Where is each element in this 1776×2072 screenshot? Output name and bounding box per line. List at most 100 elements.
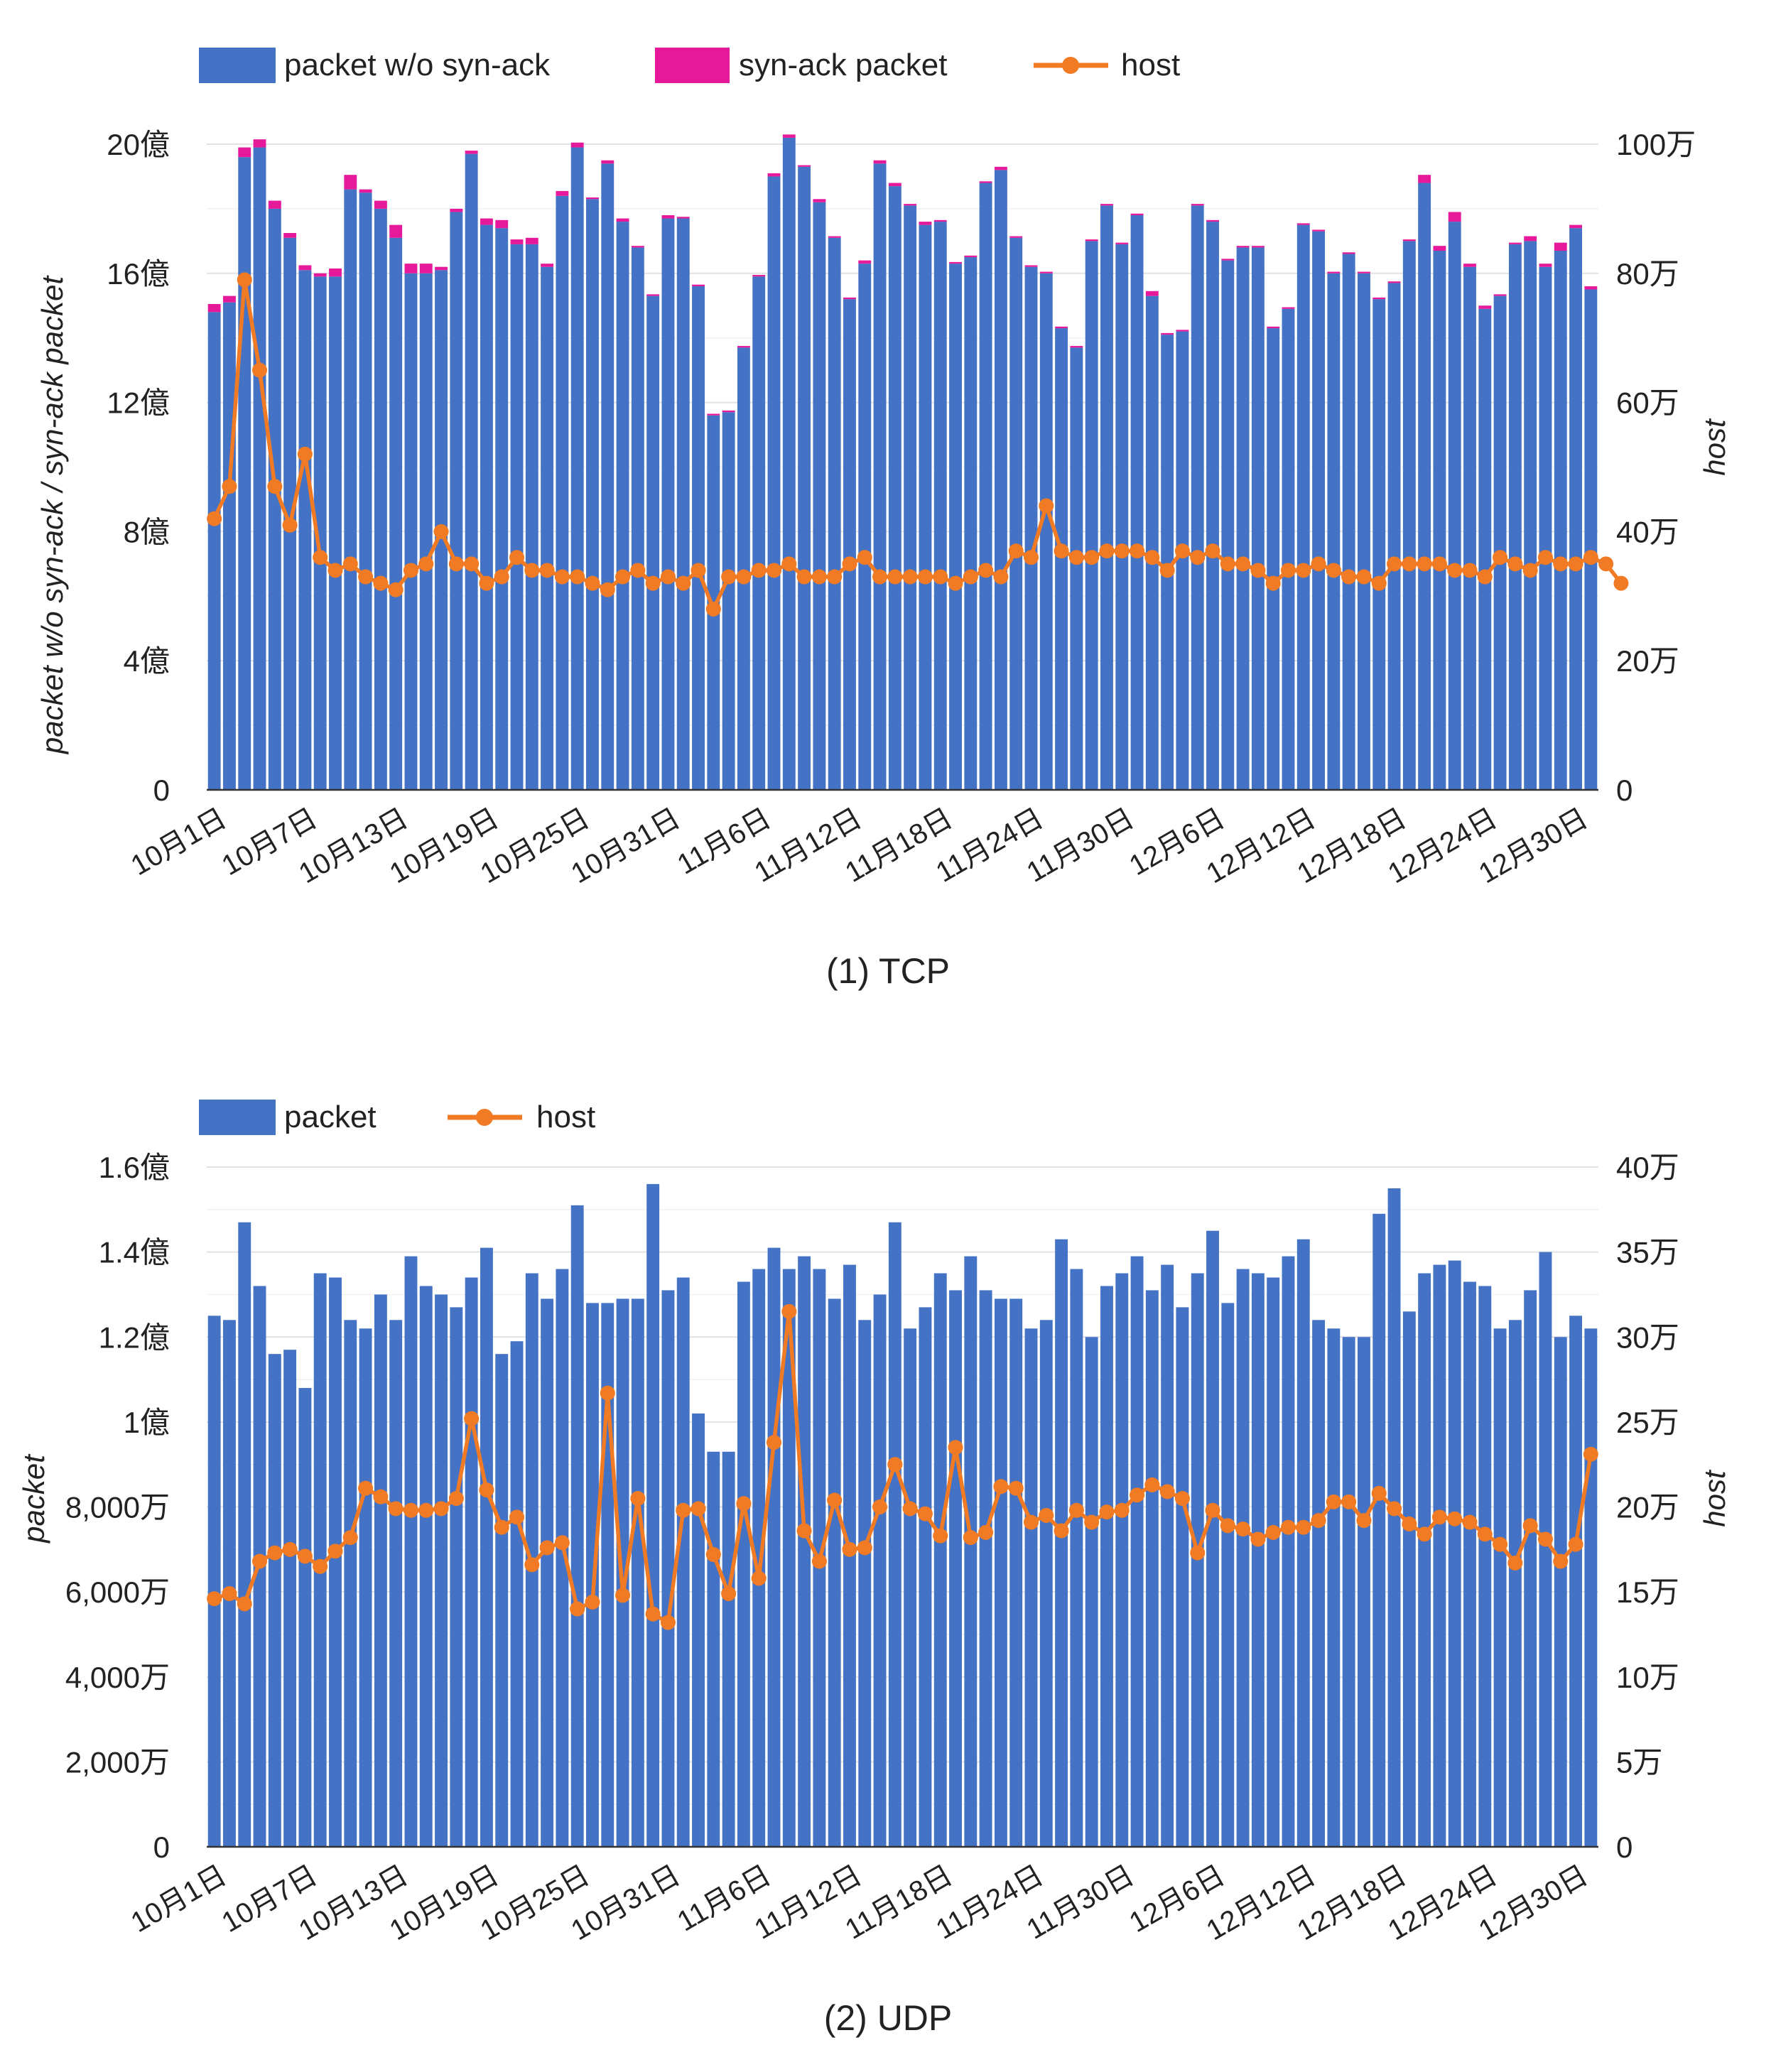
udp-bar bbox=[1009, 1298, 1023, 1847]
udp-bar bbox=[722, 1451, 735, 1847]
tcp-synack-bar bbox=[767, 173, 781, 177]
tcp-left-tick-label: 0 bbox=[153, 774, 170, 807]
tcp-bar bbox=[510, 244, 524, 790]
udp-bar bbox=[646, 1183, 660, 1847]
tcp-synack-bar bbox=[1493, 294, 1507, 296]
legend-label-synack-packet: syn-ack packet bbox=[739, 48, 947, 82]
tcp-host-point bbox=[1553, 556, 1569, 572]
tcp-synack-bar bbox=[1524, 236, 1537, 242]
tcp-synack-bar bbox=[1387, 281, 1401, 283]
udp-host-point bbox=[373, 1489, 389, 1504]
tcp-bar bbox=[344, 189, 357, 790]
tcp-synack-bar bbox=[737, 346, 750, 348]
tcp-bar bbox=[1358, 273, 1370, 790]
tcp-host-line bbox=[207, 272, 1629, 617]
tcp-synack-bar bbox=[1327, 271, 1341, 273]
udp-host-point bbox=[1144, 1477, 1160, 1492]
udp-host-point bbox=[1296, 1519, 1311, 1535]
tcp-synack-bar bbox=[1433, 246, 1446, 251]
tcp-host-point bbox=[1084, 550, 1100, 565]
udp-bar bbox=[1176, 1307, 1189, 1847]
udp-bar bbox=[1342, 1337, 1355, 1847]
tcp-bar bbox=[1372, 299, 1386, 790]
tcp-synack-bar bbox=[1282, 307, 1295, 309]
tcp-bar bbox=[1418, 183, 1431, 790]
legend-swatch-synack-packet bbox=[655, 48, 730, 83]
tcp-synack-bar bbox=[541, 264, 554, 267]
udp-left-tick-label: 2,000万 bbox=[65, 1745, 170, 1779]
tcp-host-point bbox=[1356, 569, 1372, 585]
tcp-host-polyline bbox=[212, 278, 1623, 612]
tcp-host-point bbox=[660, 569, 676, 585]
tcp-right-tick-label: 100万 bbox=[1616, 128, 1696, 161]
tcp-host-point bbox=[857, 550, 872, 565]
tcp-host-point bbox=[207, 511, 222, 526]
tcp-synack-bar bbox=[692, 284, 705, 286]
udp-host-point bbox=[585, 1594, 600, 1610]
tcp-host-point bbox=[676, 575, 691, 591]
tcp-synack-bar bbox=[495, 219, 509, 229]
tcp-synack-bar bbox=[1358, 271, 1370, 273]
udp-host-point bbox=[857, 1540, 872, 1556]
tcp-host-point bbox=[630, 563, 646, 578]
tcp-bar bbox=[1524, 241, 1537, 791]
tcp-bar bbox=[1493, 295, 1507, 790]
udp-bar bbox=[964, 1256, 978, 1847]
tcp-synack-bar bbox=[1372, 297, 1386, 300]
tcp-bar bbox=[374, 208, 387, 790]
udp-bar bbox=[465, 1277, 478, 1847]
tcp-bar bbox=[404, 273, 418, 790]
tcp-bar bbox=[1387, 283, 1401, 790]
tcp-synack-bar bbox=[510, 239, 524, 244]
udp-bar bbox=[1402, 1311, 1416, 1847]
tcp-host-point bbox=[978, 563, 994, 578]
udp-host-point bbox=[676, 1502, 691, 1518]
udp-bar bbox=[692, 1413, 705, 1847]
tcp-synack-bar bbox=[828, 236, 841, 238]
tcp-bar bbox=[1145, 295, 1159, 790]
udp-host-point bbox=[403, 1502, 418, 1518]
udp-host-point bbox=[1431, 1509, 1447, 1525]
tcp-synack-bar bbox=[570, 142, 584, 148]
udp-host-point bbox=[388, 1501, 404, 1517]
udp-host-point bbox=[1205, 1502, 1220, 1518]
tcp-host-point bbox=[736, 569, 752, 585]
udp-bar bbox=[1055, 1239, 1068, 1847]
tcp-bar bbox=[222, 302, 236, 791]
udp-right-tick-label: 40万 bbox=[1616, 1151, 1679, 1184]
tcp-synack-bar bbox=[1584, 286, 1598, 290]
tcp-host-point bbox=[388, 582, 404, 597]
udp-host-point bbox=[1522, 1518, 1538, 1534]
udp-right-tick-label: 15万 bbox=[1616, 1575, 1679, 1609]
udp-left-tick-label: 6,000万 bbox=[65, 1575, 170, 1609]
tcp-bar bbox=[541, 266, 554, 791]
udp-right-tick-label: 35万 bbox=[1616, 1236, 1679, 1269]
tcp-right-tick-label: 80万 bbox=[1616, 257, 1679, 291]
tcp-bar bbox=[1433, 250, 1446, 790]
tcp-host-point bbox=[1008, 543, 1024, 559]
tcp-bar bbox=[1191, 205, 1204, 791]
udp-bar bbox=[541, 1298, 554, 1847]
tcp-left-tick-label: 8億 bbox=[124, 515, 170, 548]
tcp-bar bbox=[676, 218, 690, 790]
udp-bar bbox=[238, 1222, 251, 1847]
tcp-right-tick-label: 20万 bbox=[1616, 644, 1679, 678]
tcp-host-point bbox=[948, 575, 963, 591]
tcp-host-point bbox=[721, 569, 737, 585]
legend-label-packet: packet bbox=[284, 1100, 377, 1134]
tcp-host-point bbox=[1054, 543, 1069, 559]
tcp-chart: packet w/o syn-ack syn-ack packet host 0… bbox=[36, 48, 1731, 991]
tcp-bar bbox=[480, 224, 493, 790]
udp-host-point bbox=[1174, 1491, 1190, 1507]
legend-label-host-udp: host bbox=[536, 1100, 595, 1134]
tcp-host-point bbox=[222, 479, 237, 494]
udp-host-point bbox=[887, 1457, 903, 1472]
tcp-host-point bbox=[464, 556, 480, 572]
tcp-bar bbox=[1176, 331, 1189, 790]
tcp-right-tick-label: 0 bbox=[1616, 774, 1632, 807]
tcp-host-point bbox=[585, 575, 600, 591]
udp-right-tick-label: 20万 bbox=[1616, 1491, 1679, 1524]
udp-bar bbox=[979, 1290, 992, 1847]
tcp-synack-bar bbox=[1176, 330, 1189, 332]
tcp-bar bbox=[1115, 244, 1129, 790]
